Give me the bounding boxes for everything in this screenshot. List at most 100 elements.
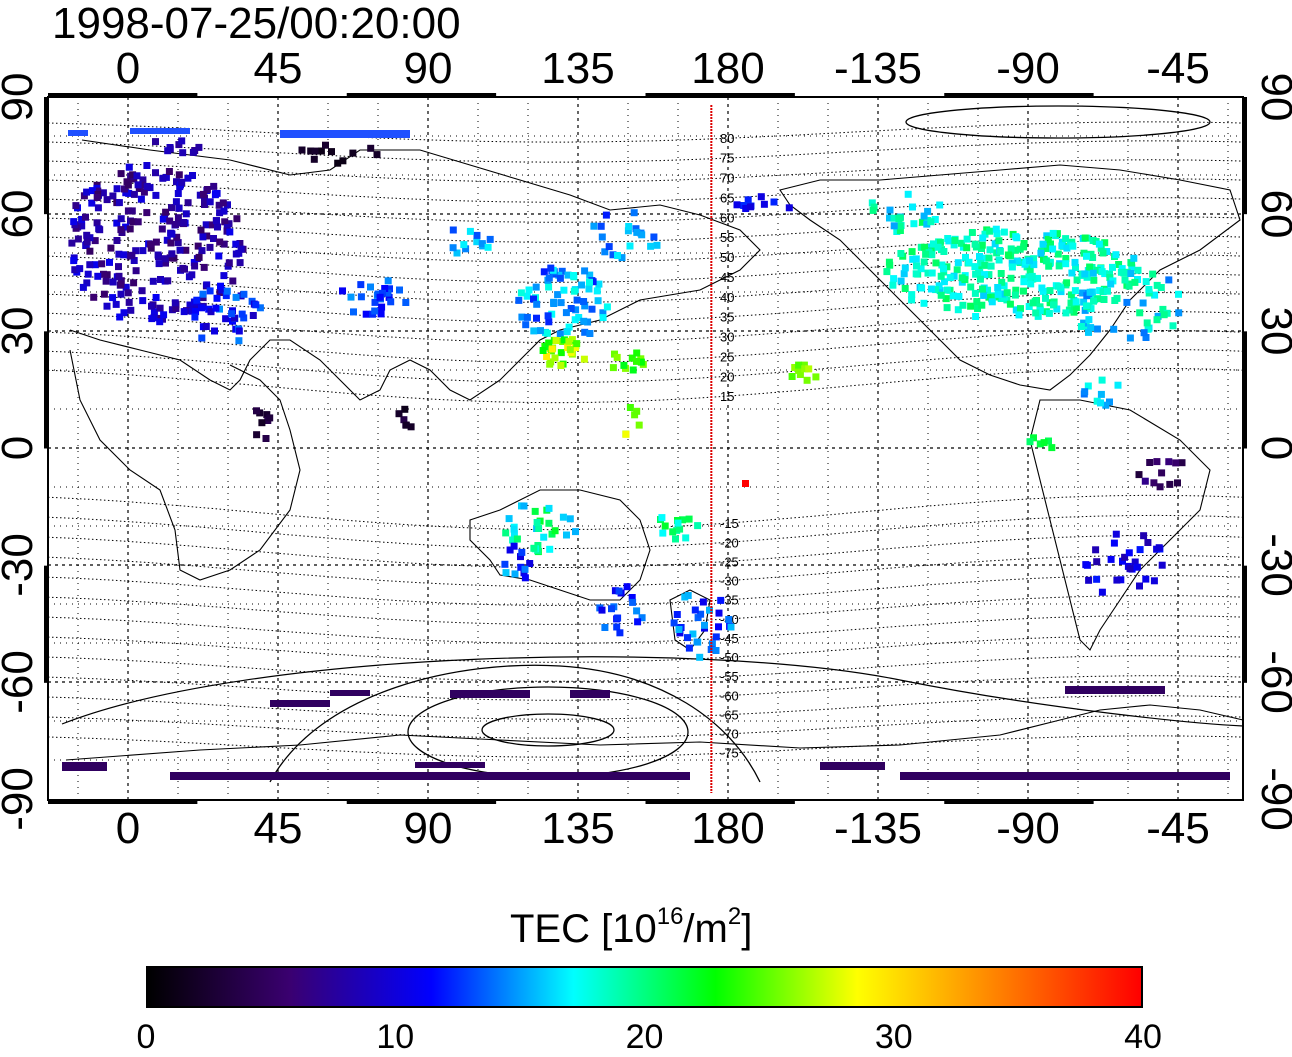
tec-observation-cell [570, 287, 578, 295]
tec-observation-cell [539, 347, 547, 354]
tec-observation-cell [599, 314, 607, 322]
tec-observation-cell [199, 190, 207, 198]
tec-observation-cell [976, 269, 984, 276]
tec-observation-cell [280, 130, 410, 138]
tec-observation-cell [923, 220, 931, 228]
tec-observation-cell [174, 214, 182, 222]
tec-observation-cell [102, 277, 110, 285]
tec-observation-cell [510, 542, 518, 550]
tec-observation-cell [557, 349, 565, 357]
magnetic-latitude-contour [47, 367, 1243, 404]
tec-observation-cell [1113, 576, 1121, 584]
tec-observation-cell [609, 251, 617, 259]
tec-observation-cell [556, 330, 564, 338]
tec-observation-cell [533, 314, 540, 322]
tec-observation-cell [161, 255, 169, 263]
tec-observation-cell [932, 286, 940, 294]
tec-observation-cell [74, 235, 82, 243]
tec-observation-cell [94, 204, 102, 212]
tec-observation-cell [1079, 289, 1087, 297]
tec-observation-cell [1057, 288, 1065, 296]
tec-observation-cell [115, 250, 123, 258]
tec-observation-cell [162, 259, 169, 267]
tec-observation-cell [120, 251, 128, 259]
tec-observation-cell [139, 297, 147, 305]
tec-observation-cell [1150, 577, 1158, 585]
tec-observation-cell [82, 213, 89, 221]
tec-observation-cell [1134, 266, 1142, 274]
tec-observation-cell [1013, 257, 1021, 265]
tec-observation-cell [124, 207, 132, 215]
tec-observation-cell [1089, 269, 1097, 277]
magnetic-latitude-label: -65 [720, 708, 739, 723]
tec-observation-cell [328, 148, 335, 156]
tec-observation-cell [581, 267, 589, 275]
tec-observation-cell [570, 272, 577, 279]
tec-observation-cell [449, 226, 457, 234]
tec-observation-cell [588, 305, 596, 313]
tec-observation-cell [973, 298, 981, 306]
tec-observation-cell [586, 271, 594, 279]
tec-observation-cell [117, 215, 125, 223]
tec-observation-cell [1127, 270, 1135, 277]
tec-observation-cell [987, 262, 995, 270]
tec-observation-cell [506, 546, 514, 554]
tec-observation-cell [924, 207, 932, 215]
right-latitude-tick-label: 60 [1252, 190, 1292, 239]
coastline [65, 704, 1244, 761]
tec-observation-cell [515, 296, 523, 304]
tec-observation-cell [486, 235, 494, 243]
tec-observation-cell [962, 253, 969, 261]
magnetic-latitude-contour [47, 535, 1243, 568]
tec-observation-cell [986, 246, 994, 254]
tec-observation-cell [981, 271, 988, 279]
tec-observation-cell [1084, 382, 1092, 390]
tec-observation-cell [996, 247, 1004, 255]
tec-observation-cell [453, 249, 461, 257]
bottom-longitude-tick-label: -135 [834, 804, 922, 853]
tec-observation-cell [88, 187, 96, 195]
tec-observation-cell [1062, 255, 1070, 262]
tec-observation-cell [1072, 264, 1079, 271]
tec-observation-cell [986, 227, 994, 235]
tec-observation-cell [182, 246, 190, 254]
tec-observation-cell [1166, 480, 1174, 488]
tec-observation-cell [521, 574, 529, 582]
tec-observation-cell [626, 242, 634, 250]
tec-observation-cell [202, 221, 210, 229]
tec-observation-cell [199, 290, 207, 298]
tec-observation-cell [1062, 235, 1070, 243]
tec-observation-cell [78, 215, 86, 223]
tec-observation-cell [256, 304, 264, 312]
tec-observation-cell [192, 308, 200, 316]
tec-observation-cell [1107, 280, 1115, 288]
tec-observation-cell [977, 259, 985, 267]
tec-observation-cell [979, 254, 987, 262]
tec-observation-cell [547, 264, 555, 272]
tec-observation-cell [699, 598, 707, 606]
tec-observation-cell [91, 237, 99, 245]
tec-observation-cell [551, 527, 559, 535]
tec-observation-cell [1087, 305, 1095, 313]
magnetic-latitude-label: 35 [720, 310, 734, 325]
tec-observation-cell [152, 238, 160, 246]
tec-observation-cell [1081, 270, 1089, 278]
tec-observation-cell [184, 199, 192, 207]
tec-observation-cell [625, 223, 633, 230]
tec-observation-cell [317, 147, 325, 155]
colorbar-tick-label: 0 [136, 1018, 156, 1056]
tec-observation-cell [1000, 228, 1008, 236]
tec-observation-cell [197, 226, 205, 234]
tec-observation-cell [697, 610, 705, 618]
tec-observation-cell [100, 290, 108, 298]
tec-observation-cell [712, 633, 720, 641]
colorbar-tick-label: 30 [874, 1018, 913, 1056]
tec-observation-cell [540, 268, 548, 276]
tec-observation-cell [594, 297, 602, 305]
tec-observation-cell [727, 623, 735, 631]
tec-observation-cell [189, 172, 196, 179]
tec-observation-cell [661, 522, 669, 530]
tec-observation-cell [174, 190, 182, 197]
frame-tick-bar [1243, 565, 1247, 683]
tec-observation-cell [1169, 322, 1177, 330]
